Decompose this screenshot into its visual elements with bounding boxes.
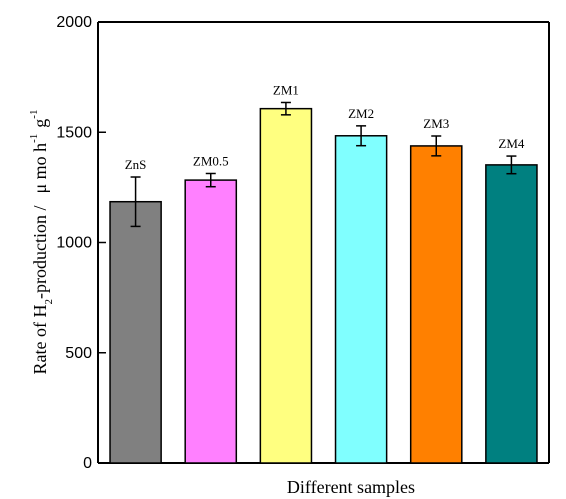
bars: ZnS ZM0.5 ZM1 ZM2 ZM3 ZM4 — [109, 82, 538, 464]
y-axis-title-unit1: μ mo h — [30, 143, 50, 194]
y-axis-title-subscript: 2 — [43, 299, 55, 305]
bar-zm2 — [334, 135, 388, 464]
bar-zm1 — [259, 107, 313, 464]
y-tick-label: 500 — [65, 345, 92, 362]
bar-label: ZM4 — [498, 136, 525, 151]
y-tick-label: 0 — [83, 455, 92, 472]
y-ticks: 0 500 1000 1500 2000 — [56, 14, 106, 472]
bar-label: ZnS — [125, 157, 147, 172]
y-axis-title-part2: -production / — [30, 206, 50, 299]
bar-label: ZM1 — [273, 82, 299, 97]
y-axis-title-superscript2: -1 — [28, 110, 40, 119]
bar-label: ZM3 — [423, 116, 449, 131]
y-axis-title-unit2: g — [30, 119, 50, 128]
bar-zns — [109, 200, 162, 464]
y-axis-title-part1: Rate of H — [30, 305, 50, 375]
y-axis-title-superscript1: -1 — [28, 134, 40, 143]
bar-zm4 — [485, 164, 538, 464]
bar-zm3 — [409, 145, 463, 464]
y-axis-title: Rate of H2-production /μ mo h-1g-1 — [28, 110, 55, 375]
axes — [97, 21, 550, 464]
bar-label: ZM0.5 — [193, 153, 229, 168]
y-tick-label: 1000 — [56, 235, 92, 252]
x-axis-title: Different samples — [287, 477, 415, 497]
bar-zm0-5 — [184, 179, 238, 464]
y-tick-label: 2000 — [56, 14, 92, 31]
bar-label: ZM2 — [348, 106, 374, 121]
y-tick-label: 1500 — [56, 124, 92, 141]
